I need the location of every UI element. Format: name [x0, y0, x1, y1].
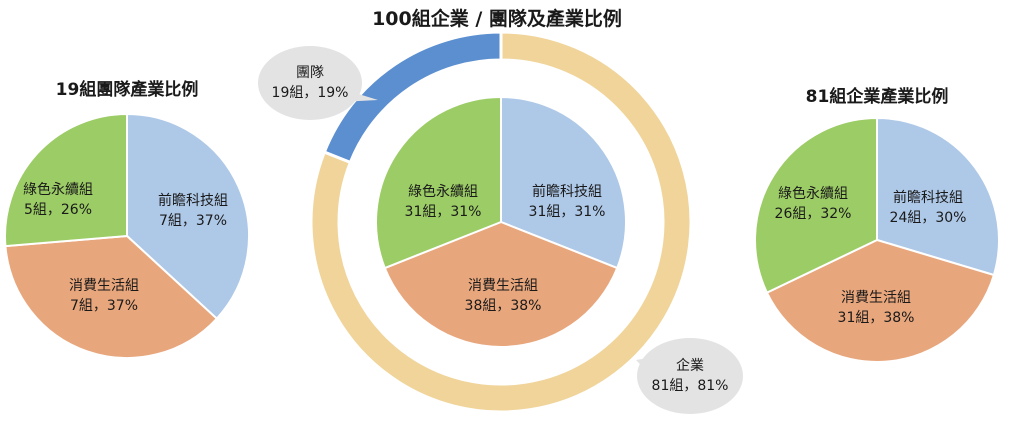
- right-pie-green: [754, 116, 878, 294]
- data-labels: 前瞻科技組 7組，37% 消費生活組 7組，37% 綠色永續組 5組，26% 前瞻科技組 31…: [23, 65, 966, 394]
- chart-marks: [4, 30, 1000, 414]
- right-pie-consumer: [765, 238, 996, 363]
- team-callout-label-value: 19組，19%: [272, 85, 349, 101]
- center-pie-green: [375, 95, 502, 270]
- left-pie-green-label-name: 綠色永續組: [23, 181, 93, 198]
- team-callout-label-name: 團隊: [296, 65, 324, 81]
- left-pie-consumer-label-value: 7組，37%: [70, 298, 138, 314]
- left-chart-title: 19組團隊產業比例: [56, 79, 199, 100]
- center-pie-tech: [500, 95, 627, 270]
- right-pie-tech-label-value: 24組，30%: [890, 210, 967, 226]
- right-pie-tech-label-name: 前瞻科技組: [893, 189, 963, 206]
- right-chart-title: 81組企業產業比例: [806, 86, 949, 107]
- right-pie-consumer-label-value: 31組，38%: [838, 310, 915, 326]
- center-chart-title: 100組企業 / 團隊及產業比例: [372, 7, 622, 30]
- center-pie-consumer: [383, 220, 619, 348]
- right-pie-green-label-value: 26組，32%: [775, 206, 852, 222]
- left-pie-green: [4, 112, 128, 248]
- callout-layer: [258, 46, 743, 414]
- center-pie-tech-label-name: 前瞻科技組: [532, 183, 602, 200]
- left-pie-tech-label-name: 前瞻科技組: [158, 192, 228, 209]
- left-pie-tech: [126, 112, 251, 321]
- outer-ring-segment-enterprise: [309, 30, 693, 414]
- enterprise-callout-label-value: 81組，81%: [652, 378, 729, 394]
- left-pie-green-label-value: 5組，26%: [24, 202, 92, 218]
- right-pie-consumer-label-name: 消費生活組: [841, 290, 911, 306]
- center-pie-consumer-label-value: 38組，38%: [465, 298, 542, 314]
- right-pie-tech: [876, 116, 1000, 277]
- left-pie-tech-label-value: 7組，37%: [159, 213, 227, 229]
- center-pie-tech-label-value: 31組，31%: [529, 204, 606, 220]
- center-pie-consumer-label-name: 消費生活組: [468, 278, 538, 294]
- center-pie-green-label-value: 31組，31%: [405, 204, 482, 220]
- outer-ring-segment-team: [322, 30, 503, 165]
- enterprise-callout-bubble: [637, 338, 743, 414]
- team-callout-bubble: [258, 46, 362, 120]
- enterprise-callout-label-name: 企業: [676, 357, 704, 374]
- center-pie-green-label-name: 綠色永續組: [408, 183, 478, 200]
- right-pie-green-label-name: 綠色永續組: [778, 185, 848, 202]
- left-pie-consumer: [4, 234, 219, 359]
- left-pie-consumer-label-name: 消費生活組: [69, 278, 139, 294]
